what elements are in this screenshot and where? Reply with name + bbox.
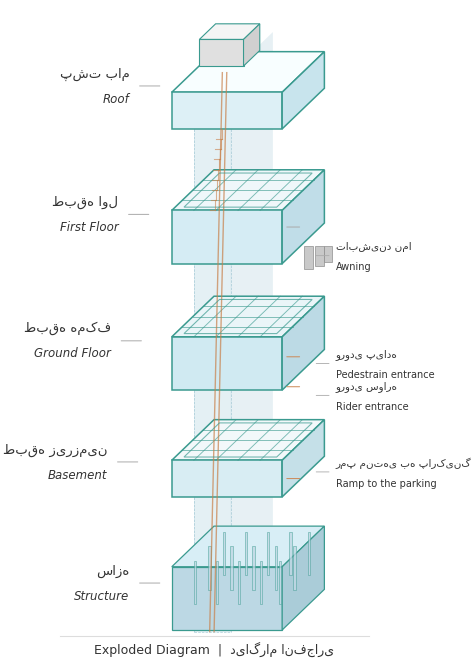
Polygon shape xyxy=(172,460,282,497)
Text: Pedestrain entrance: Pedestrain entrance xyxy=(336,370,434,380)
Text: Ramp to the parking: Ramp to the parking xyxy=(336,478,436,488)
Polygon shape xyxy=(253,546,255,590)
Polygon shape xyxy=(260,561,262,604)
Polygon shape xyxy=(279,561,281,604)
Polygon shape xyxy=(274,546,277,590)
Text: Basement: Basement xyxy=(48,468,108,482)
Polygon shape xyxy=(223,532,225,576)
Polygon shape xyxy=(172,52,324,93)
Polygon shape xyxy=(304,246,313,269)
Polygon shape xyxy=(245,532,247,576)
Text: ورودی پیاده: ورودی پیاده xyxy=(336,349,397,360)
Polygon shape xyxy=(216,561,218,604)
Polygon shape xyxy=(282,296,324,390)
Text: رمپ منتهی به پارکینگ: رمپ منتهی به پارکینگ xyxy=(336,457,471,468)
Text: Rider entrance: Rider entrance xyxy=(336,402,408,412)
Text: ورودی سواره: ورودی سواره xyxy=(336,381,398,392)
Polygon shape xyxy=(200,23,260,40)
Polygon shape xyxy=(325,246,332,262)
Polygon shape xyxy=(172,170,324,211)
Text: Exploded Diagram  |  دیاگرام انفجاری: Exploded Diagram | دیاگرام انفجاری xyxy=(94,642,334,657)
Polygon shape xyxy=(172,419,324,460)
Polygon shape xyxy=(172,93,282,129)
Polygon shape xyxy=(282,419,324,497)
Polygon shape xyxy=(293,546,296,590)
Polygon shape xyxy=(244,23,260,66)
Polygon shape xyxy=(282,526,324,630)
Text: طبقه همکف: طبقه همکف xyxy=(24,322,111,336)
Polygon shape xyxy=(172,526,324,567)
Polygon shape xyxy=(172,211,282,264)
Text: First Floor: First Floor xyxy=(60,221,118,234)
Polygon shape xyxy=(209,546,210,590)
Polygon shape xyxy=(172,296,324,337)
Polygon shape xyxy=(231,32,273,631)
Text: طبقه زیرزمین: طبقه زیرزمین xyxy=(3,444,108,456)
Text: پشت بام: پشت بام xyxy=(60,68,129,81)
Polygon shape xyxy=(282,170,324,264)
Text: Roof: Roof xyxy=(103,93,129,105)
Polygon shape xyxy=(282,52,324,129)
Polygon shape xyxy=(315,246,324,266)
Polygon shape xyxy=(200,40,244,66)
Polygon shape xyxy=(238,561,240,604)
Text: سازه: سازه xyxy=(96,564,129,578)
Polygon shape xyxy=(172,337,282,390)
Polygon shape xyxy=(172,567,282,630)
Text: طبقه اول: طبقه اول xyxy=(52,196,118,209)
Polygon shape xyxy=(308,532,310,576)
Polygon shape xyxy=(194,72,231,631)
Text: Awning: Awning xyxy=(336,262,371,272)
Text: تابشیند نما: تابشیند نما xyxy=(336,242,411,252)
Polygon shape xyxy=(289,532,292,576)
Polygon shape xyxy=(230,546,233,590)
Text: Ground Floor: Ground Floor xyxy=(34,348,111,360)
Text: Structure: Structure xyxy=(74,590,129,603)
Polygon shape xyxy=(267,532,270,576)
Polygon shape xyxy=(193,561,196,604)
